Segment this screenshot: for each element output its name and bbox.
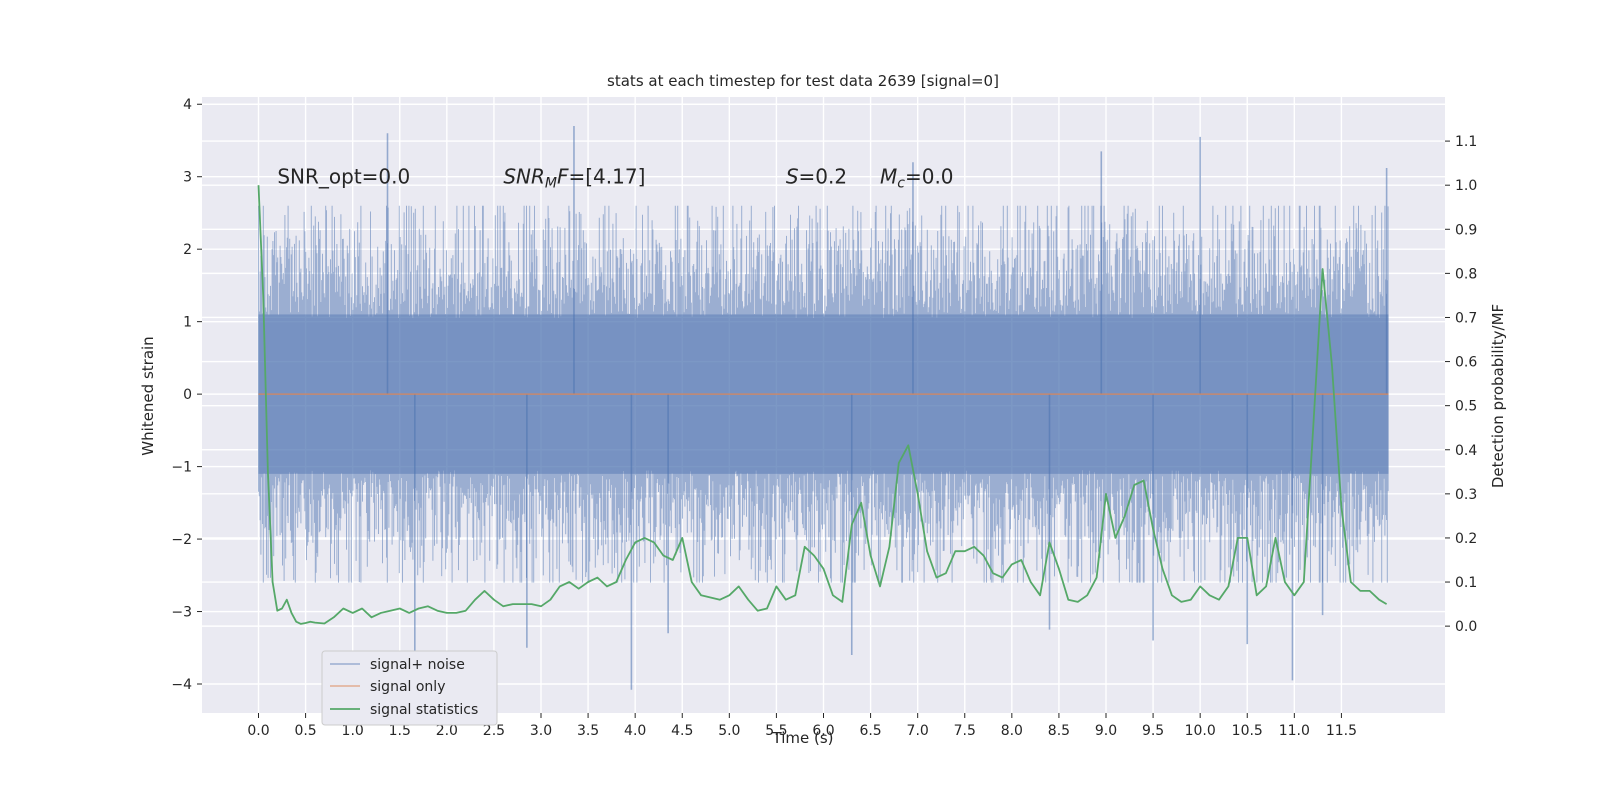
annotation: SNRMF=[4.17] (503, 165, 645, 192)
x-tick-label: 3.0 (530, 723, 552, 739)
y2-tick-label: 0.4 (1455, 443, 1477, 459)
x-tick-label: 6.5 (859, 723, 881, 739)
y2-tick-label: 0.9 (1455, 222, 1477, 238)
y-tick-label: 0 (183, 387, 192, 403)
y2-tick-label: 0.0 (1455, 619, 1477, 635)
y-axis-label: Whitened strain (139, 336, 157, 455)
y2-tick-labels: 1.1 1.0 0.9 0.8 0.7 0.6 0.5 0.4 0.3 0.2 0.1 0.0 (1445, 134, 1477, 635)
y-tick-label: −1 (171, 460, 192, 476)
x-tick-label: 4.5 (671, 723, 693, 739)
legend-label-signal-noise: signal+ noise (370, 657, 465, 673)
x-tick-label: 8.0 (1001, 723, 1023, 739)
legend-frame (321, 650, 498, 726)
x-tick-label: 9.5 (1142, 723, 1164, 739)
x-tick-label: 4.0 (624, 723, 646, 739)
x-tick-label: 7.0 (907, 723, 929, 739)
y2-axis-label: Detection probability/MF (1489, 304, 1507, 488)
y-tick-label: 4 (183, 97, 192, 113)
y-tick-label: −2 (171, 532, 192, 548)
y2-tick-label: 1.0 (1455, 178, 1477, 194)
annotation: SNR_opt=0.0 (277, 165, 410, 189)
x-tick-label: 11.0 (1279, 723, 1310, 739)
x-tick-label: 2.5 (483, 723, 505, 739)
y2-tick-label: 0.8 (1455, 266, 1477, 282)
x-tick-label: 5.0 (718, 723, 740, 739)
x-axis-label: Time (s) (772, 729, 834, 747)
y2-tick-label: 1.1 (1455, 134, 1477, 150)
y-tick-label: 1 (183, 315, 192, 331)
x-tick-label: 0.5 (294, 723, 316, 739)
x-tick-label: 2.0 (436, 723, 458, 739)
x-tick-label: 3.5 (577, 723, 599, 739)
legend-label-signal-only: signal only (370, 679, 445, 695)
x-tick-label: 10.5 (1232, 723, 1263, 739)
x-tick-label: 11.5 (1326, 723, 1357, 739)
y-tick-label: 2 (183, 242, 192, 258)
x-tick-labels: 0.0 0.5 1.0 1.5 2.0 2.5 3.0 3.5 4.0 4.5 5.0 5.5 6.0 6… (247, 713, 1357, 739)
x-tick-label: 9.0 (1095, 723, 1117, 739)
noise-band (258, 205, 1389, 583)
x-tick-label: 8.5 (1048, 723, 1070, 739)
signal-statistics-series (257, 185, 1388, 625)
y2-tick-label: 0.3 (1455, 487, 1477, 503)
annotation: Mc=0.0 (880, 165, 954, 192)
x-tick-label: 5.5 (765, 723, 787, 739)
y2-tick-label: 0.7 (1455, 310, 1477, 326)
y2-tick-label: 0.5 (1455, 399, 1477, 415)
annotations: SNR_opt=0.0 SNRMF=[4.17] S=0.2 Mc=0.0 (277, 165, 953, 192)
y2-tick-label: 0.2 (1455, 531, 1477, 547)
y-tick-labels: 4 3 2 1 0 −1 −2 −3 −4 (171, 97, 202, 693)
y2-tick-label: 0.6 (1455, 355, 1477, 371)
y-tick-label: −4 (171, 677, 192, 693)
signal-statistics-line (257, 185, 1388, 625)
y2-tick-label: 0.1 (1455, 575, 1477, 591)
x-tick-label: 0.0 (247, 723, 269, 739)
x-tick-label: 1.0 (342, 723, 364, 739)
annotation: S=0.2 (786, 165, 847, 189)
legend: signal+ noise signal only signal statist… (321, 650, 498, 726)
x-tick-label: 6.0 (812, 723, 834, 739)
x-tick-label: 10.0 (1185, 723, 1216, 739)
y-tick-label: 3 (183, 170, 192, 186)
legend-label-signal-statistics: signal statistics (370, 702, 478, 718)
x-tick-label: 7.5 (954, 723, 976, 739)
y-tick-label: −3 (171, 605, 192, 621)
x-tick-label: 1.5 (389, 723, 411, 739)
chart-title: stats at each timestep for test data 263… (607, 72, 999, 90)
